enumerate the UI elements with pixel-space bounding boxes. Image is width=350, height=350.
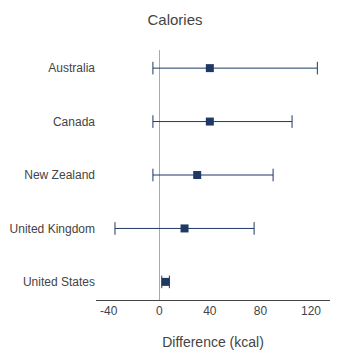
- svg-text:Calories: Calories: [147, 11, 202, 28]
- svg-text:United States: United States: [23, 275, 95, 289]
- svg-text:40: 40: [203, 304, 217, 318]
- svg-text:Australia: Australia: [48, 61, 95, 75]
- svg-text:120: 120: [301, 304, 321, 318]
- svg-text:New Zealand: New Zealand: [24, 168, 95, 182]
- svg-text:United Kingdom: United Kingdom: [10, 222, 95, 236]
- svg-text:-40: -40: [100, 304, 118, 318]
- svg-text:0: 0: [156, 304, 163, 318]
- svg-text:Difference (kcal): Difference (kcal): [162, 334, 264, 350]
- svg-text:80: 80: [254, 304, 268, 318]
- svg-text:Canada: Canada: [53, 115, 95, 129]
